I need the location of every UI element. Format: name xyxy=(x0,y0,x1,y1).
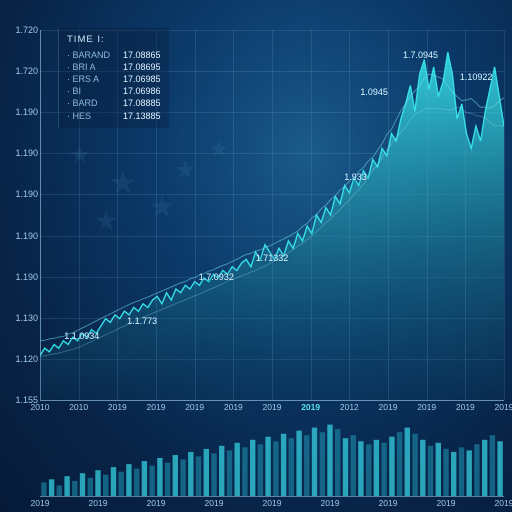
peak-label: 1.7.0932 xyxy=(199,272,234,282)
legend-header: TIME I: xyxy=(67,34,161,47)
legend-panel: TIME I: · BARAND17.08865· BRI A17.08695·… xyxy=(58,28,169,128)
y-tick-label: 1.130 xyxy=(4,313,38,323)
x-tick-label: 2019 xyxy=(417,402,436,412)
x-tick-label: 2019 xyxy=(205,498,224,508)
legend-row: · BARAND17.08865 xyxy=(67,49,161,61)
x-tick-label: 2019 xyxy=(31,498,50,508)
main-x-axis xyxy=(40,400,504,401)
peak-label: 1.933 xyxy=(344,172,367,182)
x-tick-label: 2019 xyxy=(301,402,320,412)
peak-label: 1.1.773 xyxy=(127,316,157,326)
x-tick-label: 2010 xyxy=(69,402,88,412)
x-tick-label: 2019 xyxy=(263,498,282,508)
legend-row: · BRI A17.08695 xyxy=(67,61,161,73)
x-tick-label: 2019 xyxy=(224,402,243,412)
x-tick-label: 2019 xyxy=(185,402,204,412)
y-tick-label: 1.190 xyxy=(4,231,38,241)
x-tick-label: 2019 xyxy=(321,498,340,508)
peak-label: 1.0945 xyxy=(360,87,388,97)
y-tick-label: 1.190 xyxy=(4,107,38,117)
legend-row: · BARD17.08885 xyxy=(67,97,161,109)
y-tick-label: 1.190 xyxy=(4,272,38,282)
x-tick-label: 2019 xyxy=(147,402,166,412)
financial-chart-panel: { "main_chart": { "type": "area", "title… xyxy=(0,0,512,512)
x-tick-label: 2019 xyxy=(495,402,512,412)
x-tick-label: 2019 xyxy=(89,498,108,508)
x-tick-label: 2019 xyxy=(456,402,475,412)
x-tick-label: 2019 xyxy=(147,498,166,508)
sub-bar-chart xyxy=(40,420,504,496)
x-tick-label: 2019 xyxy=(379,402,398,412)
x-tick-label: 2019 xyxy=(108,402,127,412)
x-tick-label: 2019 xyxy=(379,498,398,508)
x-tick-label: 2019 xyxy=(437,498,456,508)
y-tick-label: 1.190 xyxy=(4,148,38,158)
sub-x-axis xyxy=(40,496,504,497)
legend-row: · BI17.06986 xyxy=(67,85,161,97)
x-tick-label: 2010 xyxy=(31,402,50,412)
legend-row: · ERS A17.06985 xyxy=(67,73,161,85)
x-tick-label: 2019 xyxy=(495,498,512,508)
x-tick-label: 2019 xyxy=(263,402,282,412)
y-tick-label: 1.120 xyxy=(4,354,38,364)
y-tick-label: 1.720 xyxy=(4,66,38,76)
peak-label: 1.7.0945 xyxy=(403,50,438,60)
y-tick-label: 1.190 xyxy=(4,189,38,199)
y-tick-label: 1.720 xyxy=(4,25,38,35)
legend-row: · HES17.13885 xyxy=(67,110,161,122)
peak-label: 1.1.0934 xyxy=(64,331,99,341)
x-tick-label: 2012 xyxy=(340,402,359,412)
